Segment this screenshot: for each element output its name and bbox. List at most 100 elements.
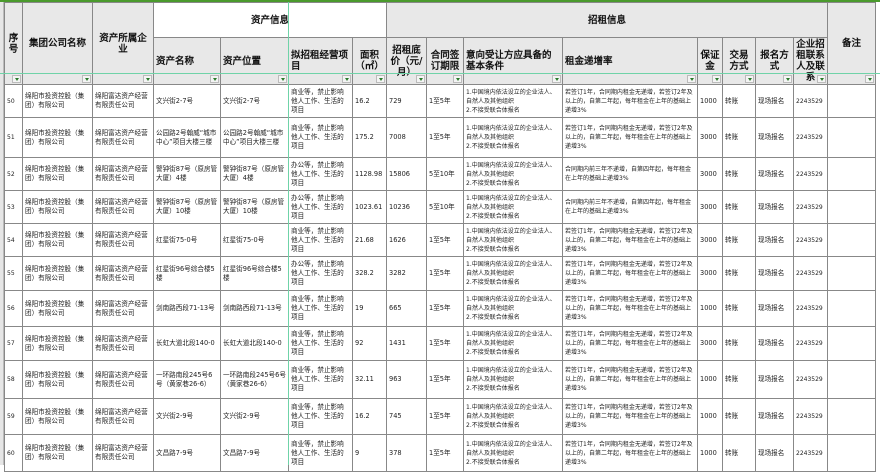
cell-price[interactable]: 10236 (386, 190, 427, 224)
cell-term[interactable]: 5至10年 (426, 157, 464, 191)
cell-cond[interactable]: 1.中国境内依法设立的企业法人、自然人及其他组织 2.不接受联合体报名 (463, 398, 563, 435)
header-area[interactable]: 面积（㎡） (352, 37, 387, 85)
filter-dropdown-icon[interactable] (783, 75, 792, 83)
cell-deposit[interactable]: 3000 (697, 157, 723, 191)
cell-term[interactable]: 1至5年 (426, 117, 464, 158)
cell-location[interactable]: 一环路南段245号6号（黄家巷26-6） (220, 360, 289, 399)
cell-company[interactable]: 绵阳富达资产经营有限责任公司 (92, 157, 154, 191)
cell-group[interactable]: 绵阳市投资控股（集团）有限公司 (22, 360, 93, 399)
header-rent-increase[interactable]: 租金递增率 (562, 37, 698, 85)
cell-note[interactable] (827, 190, 876, 224)
cell-name[interactable]: 文兴街2-7号 (153, 84, 221, 118)
cell-group[interactable]: 绵阳市投资控股（集团）有限公司 (22, 398, 93, 435)
cell-company[interactable]: 绵阳富达资产经营有限责任公司 (92, 117, 154, 158)
cell-name[interactable]: 长虹大道北段140-0 (153, 326, 221, 361)
cell-no[interactable]: 52 (4, 157, 23, 191)
cell-name[interactable]: 红星街75-0号 (153, 223, 221, 257)
cell-company[interactable]: 绵阳富达资产经营有限责任公司 (92, 190, 154, 224)
header-group[interactable]: 集团公司名称 (22, 2, 93, 85)
cell-group[interactable]: 绵阳市投资控股（集团）有限公司 (22, 326, 93, 361)
cell-company[interactable]: 绵阳富达资产经营有限责任公司 (92, 290, 154, 327)
header-asset-location[interactable]: 资产位置 (220, 37, 289, 85)
cell-term[interactable]: 1至5年 (426, 223, 464, 257)
cell-term[interactable]: 1至5年 (426, 398, 464, 435)
cell-term[interactable]: 1至5年 (426, 360, 464, 399)
cell-rate[interactable]: 合同期内前三年不递增，自第四年起，每年租金在上年的基础上递增3% (562, 190, 698, 224)
cell-location[interactable]: 文昌路7-9号 (220, 434, 289, 472)
cell-deposit[interactable]: 3000 (697, 190, 723, 224)
cell-rate[interactable]: 合同期内前三年不递增，自第四年起，每年租金在上年的基础上递增3% (562, 157, 698, 191)
cell-company[interactable]: 绵阳富达资产经营有限责任公司 (92, 84, 154, 118)
cell-group[interactable]: 绵阳市投资控股（集团）有限公司 (22, 157, 93, 191)
cell-no[interactable]: 58 (4, 360, 23, 399)
cell-signup[interactable]: 现场报名 (755, 256, 794, 291)
filter-dropdown-icon[interactable] (278, 75, 287, 83)
cell-deposit[interactable]: 3000 (697, 223, 723, 257)
filter-dropdown-icon[interactable] (12, 75, 21, 83)
cell-use[interactable]: 商业等，禁止影响他人工作、生活的项目 (288, 398, 353, 435)
cell-no[interactable]: 50 (4, 84, 23, 118)
cell-company[interactable]: 绵阳富达资产经营有限责任公司 (92, 434, 154, 472)
cell-company[interactable]: 绵阳富达资产经营有限责任公司 (92, 398, 154, 435)
cell-name[interactable]: 文兴街2-9号 (153, 398, 221, 435)
cell-group[interactable]: 绵阳市投资控股（集团）有限公司 (22, 223, 93, 257)
cell-use[interactable]: 商业等，禁止影响他人工作、生活的项目 (288, 84, 353, 118)
cell-signup[interactable]: 现场报名 (755, 398, 794, 435)
cell-deposit[interactable]: 1000 (697, 290, 723, 327)
cell-rate[interactable]: 若签订1年，合同期内租金无递增，若签订2年及以上的，自第二年起，每年租金在上年的… (562, 290, 698, 327)
cell-use[interactable]: 商业等，禁止影响他人工作、生活的项目 (288, 434, 353, 472)
cell-contact[interactable]: 2243529 (793, 117, 828, 158)
filter-dropdown-icon[interactable] (453, 75, 462, 83)
cell-area[interactable]: 16.2 (352, 84, 387, 118)
cell-rate[interactable]: 若签订1年，合同期内租金无递增，若签订2年及以上的，自第二年起，每年租金在上年的… (562, 84, 698, 118)
cell-note[interactable] (827, 157, 876, 191)
cell-trade[interactable]: 转账 (722, 223, 756, 257)
cell-signup[interactable]: 现场报名 (755, 434, 794, 472)
cell-cond[interactable]: 1.中国境内依法设立的企业法人、自然人及其他组织 2.不接受联合体报名 (463, 290, 563, 327)
cell-contact[interactable]: 2243529 (793, 190, 828, 224)
cell-contact[interactable]: 2243529 (793, 434, 828, 472)
cell-no[interactable]: 55 (4, 256, 23, 291)
cell-group[interactable]: 绵阳市投资控股（集团）有限公司 (22, 290, 93, 327)
cell-deposit[interactable]: 1000 (697, 434, 723, 472)
cell-trade[interactable]: 转账 (722, 398, 756, 435)
cell-use[interactable]: 商业等，禁止影响他人工作、生活的项目 (288, 223, 353, 257)
cell-area[interactable]: 1128.98 (352, 157, 387, 191)
filter-dropdown-icon[interactable] (342, 75, 351, 83)
filter-dropdown-icon[interactable] (817, 75, 826, 83)
cell-signup[interactable]: 现场报名 (755, 290, 794, 327)
cell-location[interactable]: 长虹大道北段140-0 (220, 326, 289, 361)
cell-term[interactable]: 1至5年 (426, 256, 464, 291)
header-conditions[interactable]: 意向受让方应具备的基本条件 (463, 37, 563, 85)
header-signup-method[interactable]: 报名方式 (755, 37, 794, 85)
cell-area[interactable]: 175.2 (352, 117, 387, 158)
cell-note[interactable] (827, 326, 876, 361)
header-asset-name[interactable]: 资产名称 (153, 37, 221, 85)
cell-trade[interactable]: 转账 (722, 256, 756, 291)
cell-area[interactable]: 9 (352, 434, 387, 472)
cell-signup[interactable]: 现场报名 (755, 117, 794, 158)
cell-trade[interactable]: 转账 (722, 117, 756, 158)
cell-location[interactable]: 警钟街87号（原房管大厦）4楼 (220, 157, 289, 191)
cell-term[interactable]: 1至5年 (426, 326, 464, 361)
cell-use[interactable]: 办公等，禁止影响他人工作、生活的项目 (288, 256, 353, 291)
cell-use[interactable]: 办公等，禁止影响他人工作、生活的项目 (288, 190, 353, 224)
cell-no[interactable]: 53 (4, 190, 23, 224)
cell-location[interactable]: 公园路2号翰威“城市中心”项目大楼三楼 (220, 117, 289, 158)
cell-signup[interactable]: 现场报名 (755, 157, 794, 191)
cell-rate[interactable]: 若签订1年，合同期内租金无递增，若签订2年及以上的，自第二年起，每年租金在上年的… (562, 434, 698, 472)
cell-price[interactable]: 665 (386, 290, 427, 327)
cell-name[interactable]: 警钟街87号（原房管大厦）10楼 (153, 190, 221, 224)
cell-rate[interactable]: 若签订1年，合同期内租金无递增，若签订2年及以上的，自第二年起，每年租金在上年的… (562, 256, 698, 291)
cell-cond[interactable]: 1.中国境内依法设立的企业法人、自然人及其他组织 2.不接受联合体报名 (463, 256, 563, 291)
cell-rate[interactable]: 若签订1年，合同期内租金无递增，若签订2年及以上的，自第二年起，每年租金在上年的… (562, 360, 698, 399)
cell-use[interactable]: 商业等，禁止影响他人工作、生活的项目 (288, 326, 353, 361)
cell-area[interactable]: 19 (352, 290, 387, 327)
cell-use[interactable]: 商业等，禁止影响他人工作、生活的项目 (288, 117, 353, 158)
cell-location[interactable]: 剑南路西段71-13号 (220, 290, 289, 327)
filter-dropdown-icon[interactable] (745, 75, 754, 83)
cell-price[interactable]: 745 (386, 398, 427, 435)
cell-trade[interactable]: 转账 (722, 84, 756, 118)
cell-note[interactable] (827, 398, 876, 435)
cell-no[interactable]: 56 (4, 290, 23, 327)
